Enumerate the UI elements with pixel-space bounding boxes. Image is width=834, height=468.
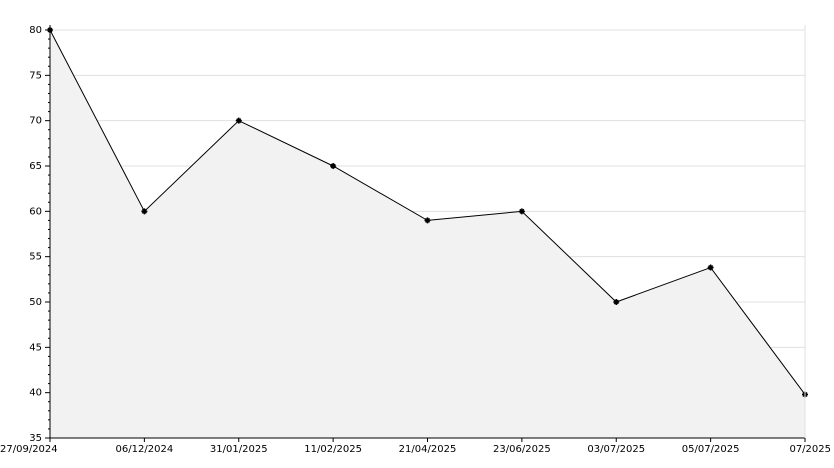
x-tick-label: 27/09/2024 [0,444,58,455]
y-tick-label: 40 [29,388,42,399]
point [330,163,337,169]
y-tick-label: 65 [29,161,42,172]
x-tick-label: 31/01/2025 [210,444,268,455]
x-tick-label: 11/02/2025 [304,444,362,455]
y-tick-label: 75 [29,70,42,81]
y-tick-label: 55 [29,252,42,263]
point [613,299,620,305]
area-fill [50,30,805,438]
point [518,208,525,215]
point [235,117,242,124]
point [141,208,148,215]
point [424,217,431,224]
y-tick-label: 60 [29,206,42,217]
x-tick-label: 05/07/2025 [682,444,740,455]
y-tick-label: 45 [29,342,42,353]
x-tick-label: 06/12/2024 [116,444,174,455]
x-tick-label: 23/06/2025 [493,444,551,455]
y-tick-label: 35 [29,433,42,444]
y-tick-label: 50 [29,297,42,308]
y-tick-label: 70 [29,116,42,127]
x-tick-label: 07/2025 [789,444,831,455]
point [707,264,714,271]
y-tick-label: 80 [29,25,42,36]
x-tick-label: 03/07/2025 [587,444,645,455]
x-tick-label: 21/04/2025 [399,444,457,455]
